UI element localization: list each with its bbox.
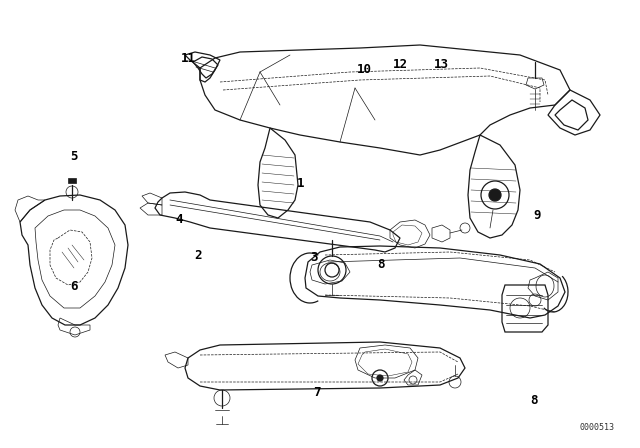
Text: 13: 13 (434, 58, 449, 72)
Text: 7: 7 (313, 385, 321, 399)
Text: 5: 5 (70, 150, 77, 164)
Text: 11: 11 (181, 52, 196, 65)
Text: 10: 10 (357, 63, 372, 76)
Text: 6: 6 (70, 280, 77, 293)
Text: 9: 9 (534, 208, 541, 222)
Text: 0000513: 0000513 (580, 423, 615, 432)
Text: 8: 8 (377, 258, 385, 271)
Text: 12: 12 (392, 58, 408, 72)
Polygon shape (68, 178, 76, 183)
Text: 2: 2 (195, 249, 202, 262)
Text: 8: 8 (531, 394, 538, 408)
Circle shape (489, 189, 501, 201)
Text: 3: 3 (310, 251, 317, 264)
Circle shape (377, 375, 383, 381)
Text: 1: 1 (297, 177, 305, 190)
Text: 4: 4 (175, 213, 183, 226)
